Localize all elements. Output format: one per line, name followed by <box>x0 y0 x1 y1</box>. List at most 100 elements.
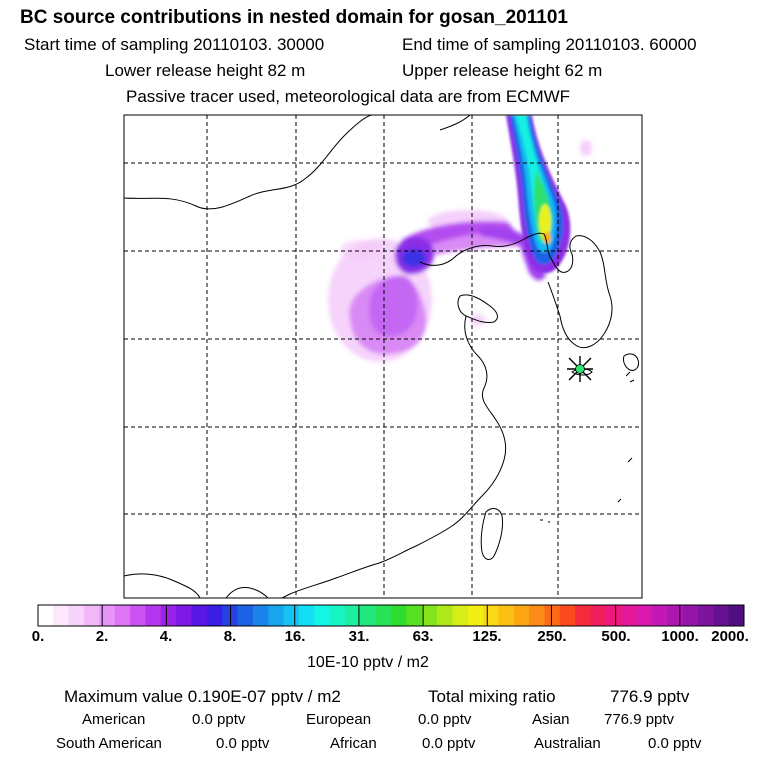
colorbar-tick-0: 0. <box>31 628 45 645</box>
colorbar-tick-9: 500. <box>601 628 631 645</box>
plume-light-halo-patch <box>340 240 380 260</box>
australian-label: Australian <box>534 735 601 752</box>
plot-title: BC source contributions in nested domain… <box>20 7 568 28</box>
european-label: European <box>306 711 372 728</box>
colorbar-cell <box>529 605 545 626</box>
colorbar-cells <box>38 605 745 626</box>
colorbar-cell <box>682 605 699 626</box>
colorbar-cell <box>160 605 177 626</box>
colorbar-cell <box>667 605 684 626</box>
map-area <box>124 115 639 598</box>
south-american-label: South American <box>56 735 162 752</box>
colorbar-cell <box>452 605 469 626</box>
asian-value: 776.9 pptv <box>604 711 675 728</box>
colorbar-cell <box>513 605 530 626</box>
upper-release-height-label: Upper release height 62 m <box>402 61 603 80</box>
colorbar-cell <box>206 605 223 626</box>
african-label: African <box>330 735 377 752</box>
coastlines <box>124 115 639 598</box>
colorbar-cell <box>391 605 407 626</box>
colorbar-ticks <box>101 605 681 626</box>
colorbar-cell <box>406 605 423 626</box>
colorbar-units: 10E-10 pptv / m2 <box>307 654 429 671</box>
european-value: 0.0 pptv <box>418 711 472 728</box>
colorbar-cell <box>268 605 285 626</box>
colorbar-cell <box>590 605 607 626</box>
colorbar-cell <box>605 605 622 626</box>
coastline-south-border <box>225 587 269 598</box>
colorbar-cell <box>114 605 131 626</box>
colorbar-cell <box>575 605 592 626</box>
colorbar-tick-2: 4. <box>159 628 173 645</box>
total-mixing-ratio-label: Total mixing ratio <box>428 687 556 706</box>
colorbar-cell <box>651 605 668 626</box>
colorbar-tick-1: 2. <box>95 628 109 645</box>
colorbar-tick-11: 2000. <box>711 628 749 645</box>
coastline-north-boundary <box>124 115 373 210</box>
colorbar-cell <box>636 605 653 626</box>
plume-light-halo-south <box>470 314 486 326</box>
plume-main-yellow <box>539 204 551 240</box>
colorbar-cell <box>483 605 499 626</box>
colorbar-cell <box>498 605 515 626</box>
colorbar-cell <box>621 605 638 626</box>
colorbar-cell <box>68 605 85 626</box>
plume-blue-core <box>402 249 426 267</box>
colorbar-cell <box>375 605 392 626</box>
american-value: 0.0 pptv <box>192 711 246 728</box>
colorbar-cell <box>145 605 162 626</box>
colorbar-tick-10: 1000. <box>661 628 699 645</box>
receptor-star-symbol <box>567 356 593 382</box>
colorbar-cell <box>53 605 70 626</box>
colorbar-cell <box>329 605 346 626</box>
colorbar-cell <box>467 605 484 626</box>
bc-plume <box>328 115 592 362</box>
american-label: American <box>82 711 146 728</box>
colorbar-cell <box>283 605 300 626</box>
colorbar-cell <box>559 605 576 626</box>
colorbar-cell <box>314 605 331 626</box>
map-frame <box>123 114 643 599</box>
plume-violet-core <box>369 276 418 337</box>
colorbar-cell <box>713 605 730 626</box>
total-mixing-ratio-value: 776.9 pptv <box>610 687 690 706</box>
colorbar-cell <box>99 605 116 626</box>
coastline-china-east <box>281 315 507 598</box>
coastline-japan-kyushu <box>623 353 639 371</box>
colorbar-tick-6: 63. <box>412 628 434 645</box>
colorbar-cell <box>697 605 714 626</box>
asian-label: Asian <box>532 711 570 728</box>
colorbar-tick-4: 16. <box>284 628 306 645</box>
colorbar-cell <box>84 605 100 626</box>
colorbar-cell <box>252 605 269 626</box>
colorbar-cell <box>237 605 254 626</box>
colorbar-cell <box>191 605 208 626</box>
colorbar-frame <box>37 604 745 627</box>
colorbar-tick-8: 250. <box>537 628 567 645</box>
colorbar-cell <box>38 605 54 626</box>
african-value: 0.0 pptv <box>422 735 476 752</box>
coastline-japan-islands <box>540 371 635 523</box>
grid-lines <box>124 115 642 598</box>
tracer-info-label: Passive tracer used, meteorological data… <box>126 87 571 106</box>
start-time-label: Start time of sampling 20110103. 30000 <box>24 35 325 54</box>
max-value-label: Maximum value 0.190E-07 pptv / m2 <box>64 687 341 706</box>
lower-release-height-label: Lower release height 82 m <box>105 61 306 80</box>
australian-value: 0.0 pptv <box>648 735 702 752</box>
colorbar-cell <box>728 605 745 626</box>
colorbar-cell <box>421 605 438 626</box>
coastline-taiwan <box>480 508 503 560</box>
south-american-value: 0.0 pptv <box>216 735 270 752</box>
coastline-bohai-korea <box>419 232 613 349</box>
colorbar-cell <box>344 605 361 626</box>
colorbar-cell <box>360 605 377 626</box>
colorbar-cell <box>176 605 192 626</box>
colorbar-cell <box>130 605 146 626</box>
colorbar-cell <box>437 605 453 626</box>
coastline-shandong <box>457 294 498 323</box>
coastline-hainan <box>124 573 201 598</box>
colorbar-cell <box>544 605 561 626</box>
coastline-inland-boundary <box>439 115 471 131</box>
colorbar-tick-3: 8. <box>223 628 237 645</box>
